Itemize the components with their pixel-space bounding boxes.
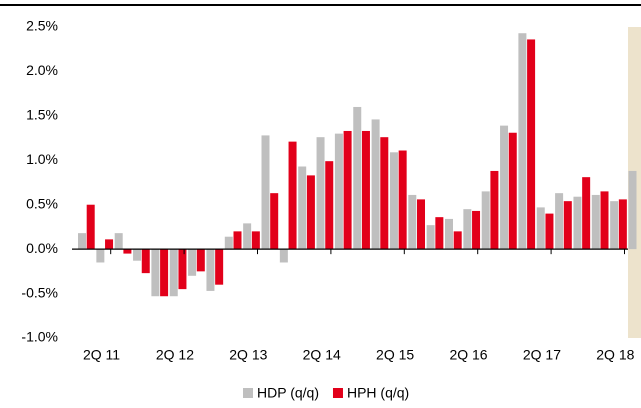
bar — [243, 223, 252, 250]
bar — [500, 125, 509, 250]
bar — [114, 233, 123, 250]
x-tick-label: 2Q 14 — [303, 347, 341, 363]
bar — [279, 249, 288, 263]
bar — [445, 218, 453, 250]
bar — [196, 249, 205, 272]
bar — [96, 249, 105, 263]
x-tick-label: 2Q 13 — [229, 347, 267, 363]
bar — [206, 249, 215, 291]
x-tick-label: 2Q 11 — [83, 347, 120, 363]
bar — [527, 39, 536, 250]
bar — [582, 177, 591, 250]
bar — [453, 231, 462, 250]
bar — [628, 170, 637, 250]
bar — [270, 193, 279, 250]
bar — [600, 191, 609, 250]
bar — [224, 236, 233, 250]
bar — [169, 249, 178, 297]
bar — [133, 249, 142, 261]
bar — [151, 249, 160, 297]
bar — [389, 152, 398, 250]
bars — [78, 33, 637, 297]
bar — [343, 130, 352, 250]
bar — [536, 207, 545, 250]
bar — [408, 194, 417, 250]
bar — [160, 249, 169, 297]
bar — [334, 133, 343, 250]
bar — [610, 201, 619, 250]
y-tick-label: 1.5% — [26, 107, 58, 123]
legend-label: HDP (q/q) — [257, 385, 319, 401]
y-tick-label: -0.5% — [21, 284, 58, 300]
bar — [472, 210, 481, 250]
legend-swatch — [332, 388, 343, 398]
legend-label: HPH (q/q) — [347, 385, 409, 401]
bar — [316, 137, 325, 250]
bar — [371, 119, 380, 250]
bar — [261, 135, 270, 250]
bar — [591, 194, 600, 250]
bar — [361, 130, 370, 250]
bar — [86, 204, 95, 250]
x-tick-label: 2Q 15 — [376, 347, 414, 363]
bar — [105, 239, 114, 250]
bar — [353, 106, 362, 250]
bar — [555, 193, 564, 250]
bar — [398, 150, 407, 250]
bar — [426, 225, 435, 250]
bar — [563, 201, 572, 250]
y-tick-label: 2.5% — [26, 18, 58, 34]
y-tick-label: 1.0% — [26, 151, 58, 167]
x-tick-label: 2Q 18 — [596, 347, 634, 363]
bar — [463, 209, 472, 250]
bar — [288, 141, 297, 250]
bar — [298, 166, 307, 250]
bar — [618, 199, 627, 250]
bar — [481, 191, 490, 250]
bar — [141, 249, 150, 274]
bar — [545, 213, 554, 250]
y-tick-label: 0.0% — [26, 240, 58, 256]
bar — [78, 233, 86, 250]
legend-swatch — [243, 388, 253, 398]
bar — [215, 249, 224, 285]
bar — [251, 231, 260, 250]
bar — [508, 132, 517, 250]
bar — [380, 137, 389, 250]
bar — [435, 217, 444, 250]
x-tick-label: 2Q 12 — [156, 347, 194, 363]
bar — [490, 170, 499, 250]
y-tick-label: 2.0% — [26, 62, 58, 78]
bar — [573, 196, 582, 250]
bar — [417, 199, 425, 250]
y-tick-label: 0.5% — [26, 195, 58, 211]
bar — [233, 231, 242, 250]
bar — [518, 33, 527, 250]
x-tick-label: 2Q 17 — [523, 347, 561, 363]
bar — [306, 175, 315, 250]
bar — [188, 249, 197, 276]
x-tick-label: 2Q 16 — [449, 347, 487, 363]
bar — [178, 249, 187, 290]
bar — [325, 161, 334, 250]
bar — [123, 249, 132, 254]
y-tick-label: -1.0% — [21, 329, 58, 345]
